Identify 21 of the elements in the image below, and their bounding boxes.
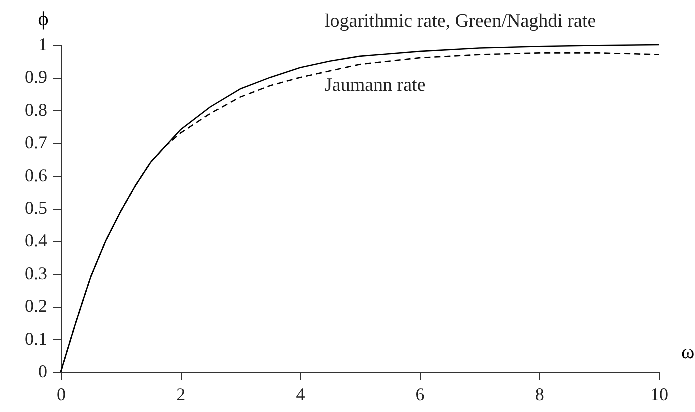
y-tick-label: 0.7 <box>25 132 48 153</box>
y-tick-label: 0.3 <box>25 263 48 284</box>
x-tick-label: 0 <box>57 384 66 404</box>
y-tick-label: 1 <box>38 34 48 54</box>
y-tick-label: 0.6 <box>25 165 48 186</box>
x-tick-label: 6 <box>416 384 425 404</box>
y-tick-label: 0.5 <box>25 198 48 218</box>
y-tick-label: 0.1 <box>25 328 48 349</box>
x-axis-title: ω <box>682 342 695 364</box>
x-tick-label: 8 <box>535 384 544 404</box>
series-label: logarithmic rate, Green/Naghdi rate <box>325 11 596 32</box>
series-label: Jaumann rate <box>325 75 426 96</box>
x-tick-label: 10 <box>650 384 668 404</box>
y-tick-label: 0 <box>38 362 48 382</box>
y-tick-label: 0.9 <box>25 67 48 88</box>
y-tick-label: 0.2 <box>25 296 48 316</box>
y-tick-label: 0.8 <box>25 100 48 120</box>
y-tick-label: 0.4 <box>25 230 48 251</box>
y-axis-title: ϕ <box>38 8 49 30</box>
x-tick-label: 2 <box>176 384 186 404</box>
x-tick-label: 4 <box>296 384 306 404</box>
